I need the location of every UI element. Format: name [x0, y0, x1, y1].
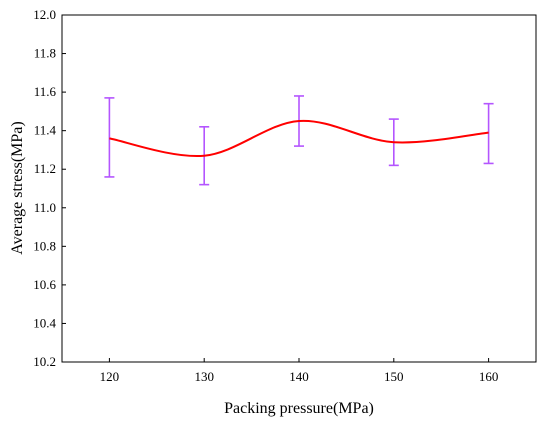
y-tick-label: 12.0	[33, 7, 56, 22]
y-tick-label: 11.2	[34, 161, 56, 176]
x-tick-label: 130	[194, 369, 214, 384]
y-tick-label: 10.6	[33, 277, 56, 292]
x-axis-title: Packing pressure(MPa)	[224, 400, 374, 417]
x-tick-label: 160	[479, 369, 499, 384]
y-tick-label: 11.6	[34, 84, 57, 99]
plot-frame	[61, 14, 537, 363]
y-tick-label: 11.0	[34, 200, 56, 215]
x-tick-label: 150	[384, 369, 404, 384]
error-bars	[104, 95, 494, 186]
y-axis-title: Average stress(MPa)	[9, 121, 26, 254]
y-tick-label: 11.8	[34, 46, 56, 61]
x-tick-label: 120	[100, 369, 120, 384]
y-tick-label: 10.8	[33, 238, 56, 253]
x-axis-ticks: 120 130 140 150 160	[100, 358, 499, 384]
x-tick-label: 140	[289, 369, 309, 384]
y-axis-ticks: 10.2 10.4 10.6 10.8 11.0 11.2 11.4 11.6 11.8 12.0	[33, 7, 66, 369]
y-tick-label: 10.4	[33, 315, 56, 330]
y-tick-label: 11.4	[34, 123, 57, 138]
series-line	[109, 119, 489, 158]
y-tick-label: 10.2	[33, 354, 56, 369]
error-bar	[104, 97, 115, 178]
